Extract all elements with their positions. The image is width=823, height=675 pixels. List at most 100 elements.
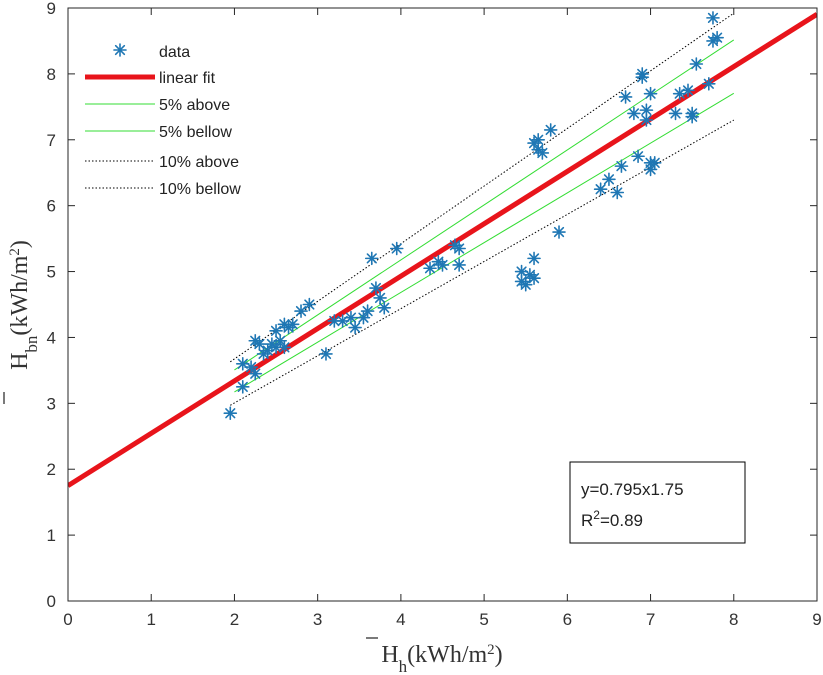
data-point	[452, 241, 466, 256]
legend-label-10-above: 10% above	[159, 154, 239, 171]
data-point	[344, 310, 358, 325]
legend-label-linear-fit: linear fit	[159, 70, 216, 87]
data-point	[689, 57, 704, 71]
data-point	[710, 30, 724, 45]
y-tick-label: 8	[47, 65, 56, 84]
data-point	[552, 225, 566, 239]
data-point	[369, 281, 383, 295]
x-axis-label: Hh(kWh/m2)	[366, 637, 503, 675]
x-tick-label: 5	[479, 610, 488, 629]
x-axis-label-close: )	[495, 642, 503, 668]
y-axis-label-main: H	[7, 353, 33, 370]
data-point	[285, 317, 300, 332]
band-line-5-bellow	[234, 92, 735, 393]
y-tick-label: 1	[47, 526, 56, 545]
data-point	[668, 106, 683, 121]
data-point	[543, 123, 558, 137]
data-point	[235, 380, 250, 394]
x-tick-label: 9	[812, 610, 821, 629]
y-tick-label: 3	[47, 394, 56, 413]
data-point	[364, 251, 379, 266]
data-point	[269, 324, 283, 338]
r-squared-value: =0.89	[600, 511, 643, 530]
y-axis-label: Hbn(kWh/m2)	[3, 240, 41, 404]
data-point	[248, 366, 263, 381]
fit-annotation-box: y=0.795x1.75 R2=0.89	[569, 461, 746, 544]
fit-r-squared: R2=0.89	[581, 508, 643, 530]
data-point	[348, 320, 362, 335]
legend-entry-5-bellow: 5% bellow	[85, 124, 232, 141]
x-axis-label-main: H	[381, 642, 398, 668]
data-point	[319, 347, 333, 361]
legend-entry-10-above: 10% above	[85, 154, 239, 171]
data-point	[389, 241, 404, 256]
data-point	[527, 251, 541, 266]
legend-label-10-bellow: 10% bellow	[159, 181, 241, 198]
x-tick-label: 1	[146, 610, 155, 629]
data-point	[223, 406, 238, 421]
data-point	[277, 340, 292, 355]
x-tick-label: 4	[396, 610, 405, 629]
linear-fit-line	[68, 12, 817, 488]
y-tick-label: 7	[47, 131, 56, 150]
x-axis-label-sup: 2	[487, 642, 495, 658]
points-layer	[223, 11, 724, 421]
y-axis-label-close: )	[7, 240, 33, 248]
legend: data linear fit 5% above 5% bellow 10% a…	[85, 43, 241, 198]
legend-entry-linear-fit: linear fit	[85, 70, 216, 87]
r-squared-base: R	[581, 511, 593, 530]
data-point	[627, 106, 641, 121]
y-tick-label: 0	[47, 592, 56, 611]
plot-frame	[67, 7, 818, 602]
svg-text:Hbn(kWh/m2): Hbn(kWh/m2)	[7, 240, 41, 370]
data-point	[535, 146, 550, 160]
x-tick-label: 8	[729, 610, 738, 629]
y-tick-label: 2	[47, 460, 56, 479]
data-point	[452, 258, 466, 272]
legend-marker-data-icon	[113, 43, 127, 57]
data-point	[423, 261, 437, 276]
data-point	[681, 83, 695, 98]
data-point	[631, 149, 645, 164]
x-tick-label: 6	[563, 610, 572, 629]
data-point	[377, 300, 392, 315]
data-point	[685, 109, 699, 124]
x-tick-label: 2	[230, 610, 239, 629]
legend-entry-data: data	[113, 43, 190, 61]
data-point	[602, 172, 616, 187]
x-axis-label-sub: h	[399, 657, 408, 675]
y-axis-label-rest: (kWh/m	[7, 255, 33, 335]
y-axis-label-sup: 2	[7, 248, 23, 256]
data-point	[618, 90, 633, 104]
legend-entry-10-bellow: 10% bellow	[85, 181, 241, 198]
data-point	[635, 70, 650, 84]
data-point	[702, 76, 716, 91]
data-point	[610, 185, 625, 200]
legend-marker-star	[113, 43, 127, 57]
data-point	[302, 297, 317, 312]
data-point	[294, 304, 308, 318]
x-axis-label-rest: (kWh/m	[407, 642, 487, 668]
legend-label-5-bellow: 5% bellow	[159, 124, 232, 141]
r-squared-sup: 2	[593, 508, 600, 522]
y-tick-label: 4	[47, 328, 56, 347]
legend-entry-5-above: 5% above	[85, 97, 230, 114]
x-tick-label: 3	[313, 610, 322, 629]
data-point	[360, 304, 375, 318]
data-point	[252, 337, 267, 351]
y-tick-label: 5	[47, 263, 56, 282]
data-point	[527, 271, 541, 285]
ticks-layer: 0 1 2 3 4 5 6 7 8 9 0 1 2 3 4 5 6 7 8 9	[47, 0, 822, 629]
fit-equation: y=0.795x1.75	[581, 480, 684, 499]
y-tick-label: 6	[47, 197, 56, 216]
fit-annotation-frame	[569, 461, 746, 544]
data-point	[647, 156, 662, 170]
x-tick-label: 7	[646, 610, 655, 629]
y-tick-label: 9	[47, 0, 56, 18]
legend-label-5-above: 5% above	[159, 97, 230, 114]
svg-text:Hh(kWh/m2): Hh(kWh/m2)	[381, 642, 502, 675]
data-point	[614, 159, 629, 173]
data-point	[518, 277, 533, 292]
y-axis-label-sub: bn	[22, 335, 41, 353]
